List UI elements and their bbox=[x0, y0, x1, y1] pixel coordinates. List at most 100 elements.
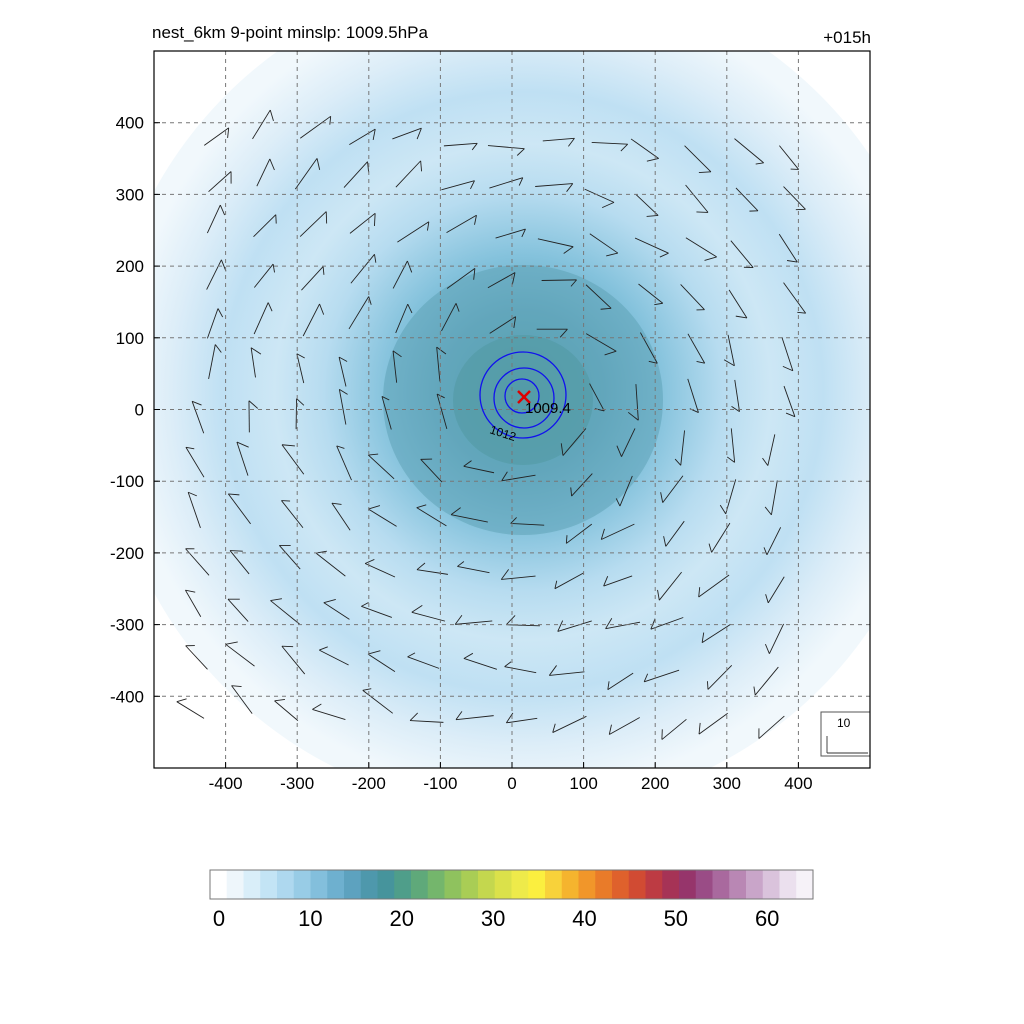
wind-barb-flag bbox=[504, 661, 512, 668]
wind-barb bbox=[735, 187, 759, 212]
wind-barb bbox=[349, 128, 376, 146]
wind-barb-flag bbox=[281, 500, 291, 502]
wind-barb bbox=[603, 575, 633, 587]
wind-barb-flag bbox=[620, 143, 628, 152]
colorbar-swatch bbox=[746, 870, 764, 899]
wind-barb-flag bbox=[568, 137, 575, 147]
wind-barb bbox=[634, 237, 669, 254]
wind-barb bbox=[392, 350, 398, 383]
colorbar-swatch bbox=[327, 870, 345, 899]
colorbar-swatch bbox=[561, 870, 580, 899]
plot-area: 1012 1009.4 10 bbox=[154, 51, 870, 768]
colorbar-swatch bbox=[545, 870, 563, 899]
colorbar-swatch bbox=[628, 870, 647, 899]
wind-barb bbox=[349, 212, 376, 234]
colorbar-swatch bbox=[662, 870, 680, 899]
colorbar-tick-label: 10 bbox=[298, 906, 322, 931]
min-pressure-label: 1009.4 bbox=[525, 400, 571, 417]
wind-barb bbox=[463, 658, 497, 670]
wind-barb-flag bbox=[319, 303, 325, 315]
wind-barb-flag bbox=[548, 665, 557, 676]
wind-barb-flag bbox=[505, 712, 514, 724]
colorbar-tick-labels: 0 10 20 30 40 50 60 bbox=[213, 906, 780, 931]
y-tick-label: -100 bbox=[110, 472, 144, 491]
wind-barb-flag bbox=[450, 507, 461, 516]
colorbar-swatch bbox=[293, 870, 312, 899]
wind-barb bbox=[441, 180, 475, 191]
wind-barb bbox=[549, 671, 585, 676]
wind-barb bbox=[779, 145, 799, 170]
colorbar-swatch bbox=[427, 870, 446, 899]
wind-barb-flag bbox=[338, 356, 348, 362]
wind-barb-flag bbox=[511, 272, 516, 285]
x-tick-label: 300 bbox=[713, 774, 741, 793]
wind-barb-flag bbox=[454, 615, 463, 625]
wind-barb-flag bbox=[274, 698, 285, 702]
colorbar-swatch bbox=[360, 870, 379, 899]
wind-barb bbox=[392, 260, 408, 289]
wind-barb bbox=[635, 384, 639, 421]
wind-barb bbox=[698, 574, 730, 598]
wind-barb bbox=[605, 621, 641, 630]
wind-barb bbox=[397, 221, 430, 243]
wind-barb-flag bbox=[329, 116, 332, 125]
colorbar-swatch bbox=[243, 870, 261, 899]
x-tick-label: -200 bbox=[352, 774, 386, 793]
wind-barb-flag bbox=[704, 256, 717, 261]
wind-barb-flag bbox=[603, 575, 609, 587]
wind-barb bbox=[381, 396, 392, 430]
colorbar-tick-label: 60 bbox=[755, 906, 779, 931]
wind-barb bbox=[607, 672, 634, 691]
wind-barb-flag bbox=[368, 296, 372, 305]
wind-barb-flag bbox=[521, 228, 526, 238]
wind-barb-flag bbox=[654, 302, 663, 306]
wind-barb bbox=[252, 109, 271, 140]
wind-barb bbox=[302, 303, 320, 337]
wind-barb bbox=[650, 617, 684, 630]
wind-barb-flag bbox=[570, 487, 573, 497]
wind-barb bbox=[701, 623, 731, 644]
wind-barb-flag bbox=[753, 686, 756, 696]
wind-barb bbox=[504, 666, 537, 674]
wind-barb bbox=[441, 303, 457, 332]
wind-barb-flag bbox=[501, 471, 508, 482]
wind-barb-flag bbox=[604, 350, 617, 356]
wind-barb bbox=[361, 605, 392, 618]
wind-barb-flag bbox=[505, 615, 516, 626]
wind-barb-flag bbox=[696, 361, 705, 364]
wind-barb bbox=[348, 296, 370, 330]
wind-barb-flag bbox=[457, 561, 465, 567]
wind-barb bbox=[698, 712, 728, 735]
y-tick-label: 200 bbox=[116, 257, 144, 276]
wind-barb bbox=[601, 523, 635, 540]
wind-barb-flag bbox=[331, 502, 342, 505]
wind-barb bbox=[711, 522, 731, 553]
wind-barb bbox=[501, 575, 536, 580]
wind-barb-flag bbox=[231, 685, 242, 688]
wind-barb bbox=[229, 550, 250, 575]
wind-barbs bbox=[176, 109, 807, 740]
wind-barb bbox=[535, 183, 573, 187]
wind-barb-flag bbox=[470, 180, 475, 190]
wind-barb-flag bbox=[312, 703, 322, 710]
wind-barb bbox=[185, 645, 208, 670]
wind-barb-flag bbox=[674, 458, 682, 466]
colorbar-swatch bbox=[277, 870, 295, 899]
wind-barb-flag bbox=[411, 605, 423, 613]
wind-barb bbox=[420, 459, 443, 483]
colorbar-swatch bbox=[612, 870, 630, 899]
wind-barb-flag bbox=[765, 594, 769, 604]
wind-barb-flag bbox=[367, 161, 370, 173]
wind-barb bbox=[225, 643, 255, 667]
colorbar-swatch bbox=[511, 870, 529, 899]
wind-barb-flag bbox=[570, 279, 577, 287]
chart-title: nest_6km 9-point minslp: 1009.5hPa bbox=[152, 23, 428, 42]
x-tick-label: 100 bbox=[569, 774, 597, 793]
wind-barb bbox=[336, 445, 352, 481]
wind-barb bbox=[730, 428, 736, 463]
wind-barb bbox=[537, 238, 574, 248]
wind-barb-flag bbox=[764, 643, 770, 654]
wind-barb-flag bbox=[605, 618, 613, 629]
wind-barb bbox=[231, 685, 253, 714]
wind-barb bbox=[638, 283, 664, 304]
